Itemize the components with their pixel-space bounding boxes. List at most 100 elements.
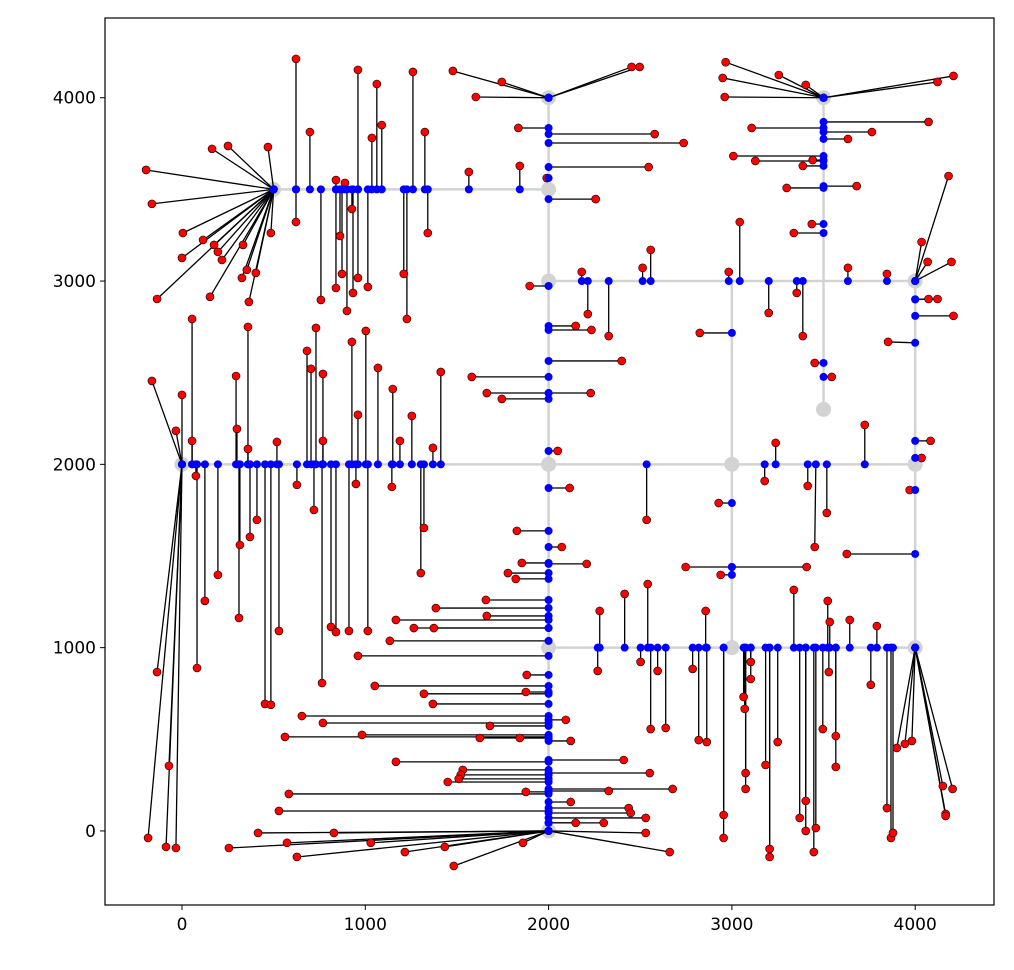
original-point [407, 411, 417, 421]
projected-point [544, 569, 553, 578]
projected-point [646, 277, 655, 286]
original-point [571, 818, 581, 828]
link-line [270, 189, 275, 234]
projected-point [646, 643, 655, 652]
original-point [933, 294, 942, 304]
original-point [511, 574, 521, 584]
road-node [724, 640, 740, 656]
projected-point [911, 486, 920, 495]
x-axis: 0 1000 2000 3000 4000 [177, 905, 937, 935]
original-point [385, 636, 395, 646]
original-point [464, 167, 474, 177]
original-point [735, 217, 745, 227]
projected-point [544, 769, 553, 778]
original-point [497, 394, 507, 404]
original-point [377, 120, 387, 130]
original-point [582, 559, 592, 569]
original-point [420, 127, 430, 137]
projected-point [544, 321, 553, 330]
original-point [161, 842, 171, 852]
original-point [801, 796, 811, 806]
projected-point [911, 338, 920, 347]
projected-point [395, 460, 404, 469]
projected-point [544, 689, 553, 698]
original-point [944, 171, 953, 181]
original-point [485, 721, 495, 731]
original-point [740, 704, 750, 714]
original-point [419, 689, 429, 699]
original-point [353, 65, 363, 75]
original-point [337, 269, 347, 279]
original-point [751, 156, 760, 166]
projected-point [544, 681, 553, 690]
original-point [643, 579, 653, 589]
original-point [475, 733, 485, 743]
original-point [809, 847, 819, 857]
projected-points [177, 93, 920, 835]
original-point [147, 199, 157, 209]
link-line [211, 148, 274, 190]
projected-point [234, 460, 243, 469]
original-point [765, 852, 774, 862]
original-point [409, 623, 419, 633]
original-point [231, 371, 241, 381]
original-point [842, 549, 852, 559]
road-node [724, 456, 740, 472]
projected-point [544, 670, 553, 679]
projected-point [819, 156, 828, 165]
projected-point [911, 643, 920, 652]
projected-point [544, 372, 553, 381]
projected-point [819, 229, 828, 238]
original-point [525, 281, 535, 291]
original-point [771, 438, 780, 448]
original-point [792, 288, 802, 298]
projected-point [416, 460, 425, 469]
original-point [318, 436, 328, 446]
original-point [695, 328, 705, 338]
original-point [292, 852, 302, 862]
projected-point [860, 460, 869, 469]
original-point [311, 323, 321, 333]
link-line [242, 189, 275, 246]
original-point [557, 542, 567, 552]
projected-point [544, 559, 553, 568]
link-line [914, 647, 954, 790]
original-point [907, 736, 917, 746]
original-point [860, 420, 870, 430]
projected-point [544, 797, 553, 806]
projected-point [819, 161, 828, 170]
projected-point [544, 526, 553, 535]
x-tick-label: 4000 [894, 915, 937, 935]
original-point [798, 331, 808, 341]
projected-point [292, 460, 301, 469]
projected-point [544, 778, 553, 787]
link-line [548, 66, 640, 99]
original-point [948, 784, 957, 794]
projected-point [604, 277, 613, 286]
original-point [243, 444, 253, 454]
projected-point [274, 460, 283, 469]
original-point [852, 181, 862, 191]
projected-point [544, 818, 553, 827]
original-point [522, 670, 532, 680]
link-line [914, 241, 923, 282]
original-point [372, 79, 382, 89]
projected-point [544, 715, 553, 724]
projected-point [819, 117, 828, 126]
original-point [292, 480, 302, 490]
projected-point [213, 460, 222, 469]
projected-point [245, 460, 254, 469]
link-line [724, 96, 824, 99]
original-point [765, 844, 774, 854]
link-line [501, 81, 549, 99]
projected-point [252, 460, 261, 469]
projected-point [636, 643, 645, 652]
original-point [764, 308, 774, 318]
projected-point [544, 123, 553, 132]
original-point [164, 761, 174, 771]
link-line [151, 188, 274, 205]
original-point [351, 479, 361, 489]
link-line [296, 830, 549, 858]
original-point [237, 273, 247, 283]
x-tick-label: 3000 [710, 915, 753, 935]
